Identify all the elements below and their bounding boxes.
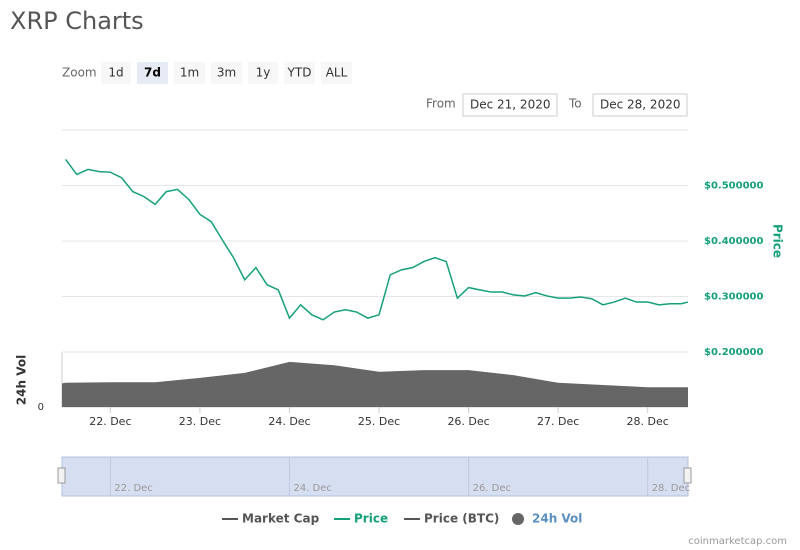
- legend-marker: [512, 513, 524, 525]
- from-input[interactable]: [462, 93, 558, 117]
- zoom-button[interactable]: [211, 62, 242, 84]
- y-tick-label: $0.300000: [704, 292, 764, 303]
- legend-label[interactable]: Market Cap: [242, 512, 320, 526]
- navigator[interactable]: [61, 456, 689, 497]
- zoom-button-label[interactable]: 7d: [144, 66, 161, 80]
- x-tick-label: 27. Dec: [537, 415, 579, 428]
- y-axis-title: Price: [771, 224, 785, 258]
- navigator-label: 28. Dec: [652, 483, 690, 494]
- x-tick-label: 22. Dec: [89, 415, 131, 428]
- volume-area: [62, 361, 688, 407]
- legend-label[interactable]: 24h Vol: [532, 512, 582, 526]
- y2-tick-label: 0: [38, 402, 44, 413]
- x-tick-label: 26. Dec: [447, 415, 489, 428]
- legend-label[interactable]: Price (BTC): [424, 512, 499, 526]
- zoom-button-label[interactable]: 1y: [256, 66, 271, 80]
- navigator-label: 24. Dec: [293, 483, 331, 494]
- zoom-button-label[interactable]: 3m: [217, 66, 236, 80]
- to-value[interactable]: Dec 28, 2020: [600, 98, 680, 112]
- zoom-label: Zoom: [62, 66, 97, 80]
- zoom-button-label[interactable]: YTD: [287, 66, 312, 80]
- zoom-button-label[interactable]: ALL: [326, 66, 348, 80]
- navigator-handle[interactable]: [57, 467, 66, 484]
- x-tick-label: 23. Dec: [179, 415, 221, 428]
- to-input[interactable]: [592, 93, 688, 117]
- zoom-button[interactable]: [321, 62, 352, 84]
- page-title: XRP Charts: [10, 7, 144, 35]
- x-tick-label: 25. Dec: [358, 415, 400, 428]
- zoom-button-label[interactable]: 1d: [108, 66, 123, 80]
- zoom-button[interactable]: [174, 62, 205, 84]
- credit: coinmarketcap.com: [688, 536, 787, 547]
- y-tick-label: $0.500000: [704, 181, 764, 192]
- navigator-handle[interactable]: [683, 467, 692, 484]
- legend-label[interactable]: Price: [354, 512, 388, 526]
- zoom-button[interactable]: [284, 62, 315, 84]
- price-line: [64, 158, 689, 321]
- zoom-button[interactable]: [137, 62, 168, 84]
- y-tick-label: $0.200000: [704, 347, 764, 358]
- from-label: From: [426, 97, 456, 111]
- navigator-label: 22. Dec: [114, 483, 152, 494]
- zoom-button-label[interactable]: 1m: [180, 66, 199, 80]
- x-tick-label: 28. Dec: [627, 415, 669, 428]
- zoom-button[interactable]: [248, 62, 278, 84]
- y2-axis-title: 24h Vol: [15, 355, 29, 405]
- zoom-button[interactable]: [101, 62, 131, 84]
- from-value[interactable]: Dec 21, 2020: [470, 98, 550, 112]
- x-tick-label: 24. Dec: [268, 415, 310, 428]
- to-label: To: [568, 97, 582, 111]
- navigator-label: 26. Dec: [473, 483, 511, 494]
- y-tick-label: $0.400000: [704, 236, 764, 247]
